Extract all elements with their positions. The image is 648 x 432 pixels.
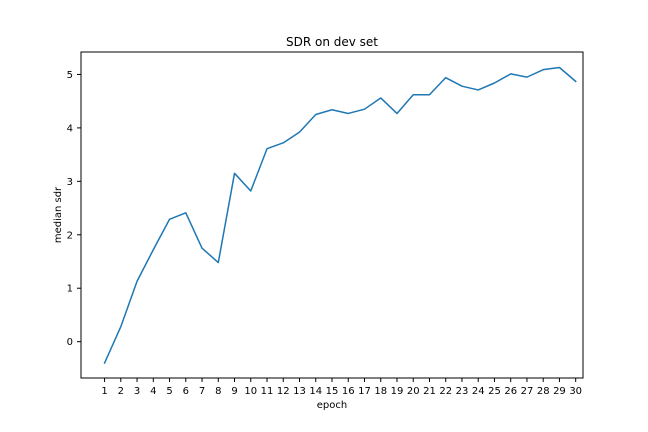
x-tick-label: 8 — [215, 386, 221, 397]
x-tick-label: 29 — [553, 386, 566, 397]
x-tick-label: 14 — [309, 386, 322, 397]
x-tick-label: 18 — [374, 386, 387, 397]
y-axis-title: median sdr — [53, 186, 64, 243]
y-tick-label: 3 — [67, 177, 73, 188]
x-tick-label: 17 — [358, 386, 371, 397]
x-tick-label: 26 — [504, 386, 517, 397]
x-tick-label: 1 — [101, 386, 107, 397]
y-tick-label: 2 — [67, 230, 73, 241]
y-tick-label: 4 — [67, 123, 73, 134]
y-tick-label: 1 — [67, 284, 73, 295]
x-tick-label: 27 — [521, 386, 534, 397]
x-tick-label: 11 — [261, 386, 274, 397]
x-tick-label: 22 — [439, 386, 452, 397]
plot-frame — [80, 51, 584, 379]
x-tick-label: 15 — [326, 386, 339, 397]
x-tick-label: 4 — [150, 386, 156, 397]
x-tick-label: 21 — [423, 386, 436, 397]
y-tick-label: 5 — [67, 70, 73, 81]
x-tick-label: 2 — [118, 386, 124, 397]
x-tick-label: 23 — [456, 386, 469, 397]
x-tick-label: 28 — [537, 386, 550, 397]
x-tick-label: 6 — [183, 386, 189, 397]
x-tick-label: 10 — [244, 386, 257, 397]
x-axis-title: epoch — [317, 400, 347, 411]
series-layer — [103, 66, 577, 365]
y-tick-label: 0 — [67, 337, 73, 348]
x-tick-label: 13 — [293, 386, 306, 397]
x-tick-label: 9 — [231, 386, 237, 397]
x-tick-label: 7 — [199, 386, 205, 397]
ticks-layer: 1 2 3 4 5 6 7 8 9 10 11 12 13 14 15 16 17 18 19 20 21 22 23 24 2… — [67, 70, 582, 397]
x-tick-label: 25 — [488, 386, 501, 397]
series-line — [103, 66, 577, 365]
x-tick-label: 20 — [407, 386, 420, 397]
x-tick-label: 19 — [391, 386, 404, 397]
x-tick-label: 30 — [569, 386, 582, 397]
x-tick-label: 24 — [472, 386, 485, 397]
x-tick-label: 12 — [277, 386, 290, 397]
x-tick-label: 16 — [342, 386, 355, 397]
chart-title: SDR on dev set — [286, 35, 378, 49]
x-tick-label: 5 — [166, 386, 172, 397]
x-tick-label: 3 — [134, 386, 140, 397]
